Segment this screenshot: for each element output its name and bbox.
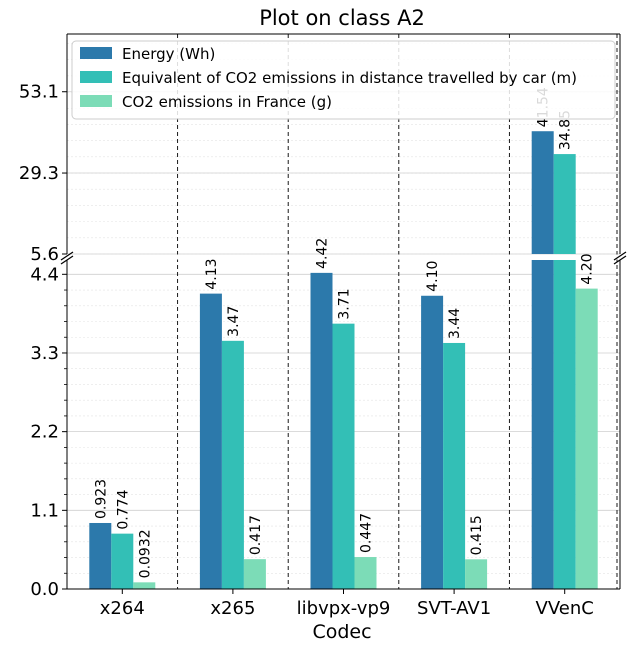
bar — [332, 323, 355, 589]
bar — [421, 295, 444, 589]
bar — [310, 272, 333, 589]
bar — [443, 342, 466, 589]
y-tick-label: 53.1 — [19, 82, 59, 103]
legend-entry: Energy (Wh) — [122, 45, 215, 63]
legend-swatch — [80, 47, 112, 59]
bar — [133, 582, 156, 589]
bar-value-label: 0.417 — [248, 515, 264, 555]
bar-value-label: 0.447 — [359, 513, 375, 553]
bar — [354, 557, 377, 589]
bars — [89, 131, 598, 589]
bar-value-label: 34.85 — [558, 110, 574, 150]
y-tick-label: 4.4 — [30, 264, 59, 285]
bar-value-label: 0.923 — [93, 479, 109, 519]
y-tick-label: 29.3 — [19, 163, 59, 184]
legend-entry: Equivalent of CO2 emissions in distance … — [122, 69, 577, 87]
x-axis-title: Codec — [312, 621, 371, 643]
bar-value-label: 4.13 — [204, 258, 220, 289]
legend-entry: CO2 emissions in France (g) — [122, 93, 332, 111]
break-mark — [613, 251, 627, 261]
bar-lower-segment — [553, 260, 576, 589]
bar — [89, 522, 112, 589]
bar-value-label: 0.774 — [115, 489, 131, 529]
bar-value-label: 0.415 — [469, 515, 485, 555]
bar — [199, 293, 222, 589]
axes: 0.0 1.1 2.2 3.3 4.45.6 29.3 53.1 x264 x265 libvpx… — [19, 33, 627, 619]
bar-upper-segment — [531, 131, 554, 254]
bar-upper-segment — [553, 154, 576, 254]
y-tick-label: 3.3 — [30, 343, 59, 364]
bar — [465, 559, 488, 589]
bar-value-label: 3.71 — [337, 288, 353, 319]
x-tick-label: libvpx-vp9 — [297, 598, 391, 619]
bar — [221, 340, 244, 589]
y-tick-label: 1.1 — [30, 500, 59, 521]
bar — [111, 533, 134, 589]
x-tick-label: VVenC — [536, 598, 594, 619]
y-tick-label: 0.0 — [30, 579, 59, 600]
bar-value-label: 3.44 — [447, 308, 463, 339]
bar-lower-segment — [531, 260, 554, 589]
bar — [243, 559, 266, 589]
legend-swatch — [80, 71, 112, 83]
y-tick-label: 5.6 — [30, 244, 59, 265]
y-tick-label: 2.2 — [30, 422, 59, 443]
break-mark — [60, 255, 74, 265]
bar — [575, 288, 598, 589]
legend: Energy (Wh) Equivalent of CO2 emissions i… — [71, 40, 616, 120]
bar-value-label: 0.0932 — [137, 529, 153, 578]
legend-swatch — [80, 95, 112, 107]
axis-break-gap — [65, 254, 622, 260]
bar-value-label: 3.47 — [226, 306, 242, 337]
break-mark — [60, 251, 74, 261]
x-tick-label: x264 — [100, 598, 145, 619]
legend-frame — [71, 40, 616, 120]
category-separators — [177, 34, 618, 589]
x-tick-label: x265 — [210, 598, 255, 619]
x-tick-label: SVT-AV1 — [417, 598, 491, 619]
chart-title: Plot on class A2 — [259, 6, 425, 30]
bar-value-label: 4.10 — [425, 261, 441, 292]
bar-value-label: 4.20 — [580, 253, 596, 284]
bar-value-label: 4.42 — [315, 238, 331, 269]
break-mark — [613, 255, 627, 265]
